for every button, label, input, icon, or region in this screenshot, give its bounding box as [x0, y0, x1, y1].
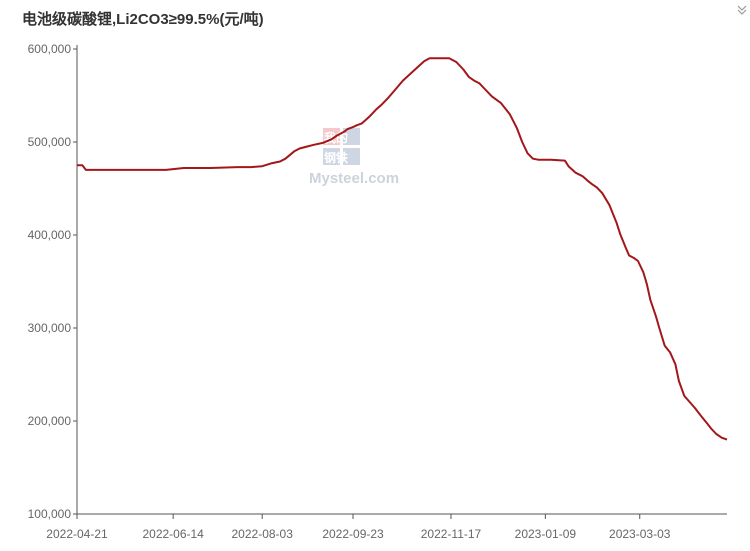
x-tick-label: 2022-06-14: [142, 527, 204, 541]
x-axis-ticks: 2022-04-21 2022-06-14 2022-08-03 2022-09-23…: [46, 514, 671, 541]
chart-title: 电池级碳酸锂,Li2CO3≥99.5%(元/吨): [22, 11, 264, 28]
x-tick-label: 2023-03-03: [609, 527, 671, 541]
watermark-line2: 钢铁: [324, 150, 348, 165]
x-tick-label: 2022-04-21: [46, 527, 108, 541]
y-axis-ticks: 100,000 200,000 300,000 400,000 500,000 600,0…: [28, 42, 77, 521]
watermark-line3: Mysteel.com: [309, 170, 399, 187]
x-tick-label: 2022-08-03: [232, 527, 294, 541]
mysteel-watermark: 我的 钢铁 Mysteel.com: [309, 128, 399, 187]
y-tick-label: 200,000: [28, 414, 72, 428]
x-tick-label: 2023-01-09: [515, 527, 577, 541]
series-line: [77, 57, 728, 441]
x-tick-label: 2022-09-23: [322, 527, 384, 541]
chevron-expand-icon[interactable]: [736, 4, 748, 16]
y-tick-label: 100,000: [28, 507, 72, 521]
y-tick-label: 300,000: [28, 321, 72, 335]
x-tick-label: 2022-11-17: [421, 527, 482, 541]
y-tick-label: 400,000: [28, 228, 72, 242]
y-tick-label: 500,000: [28, 135, 72, 149]
y-tick-label: 600,000: [28, 42, 72, 56]
